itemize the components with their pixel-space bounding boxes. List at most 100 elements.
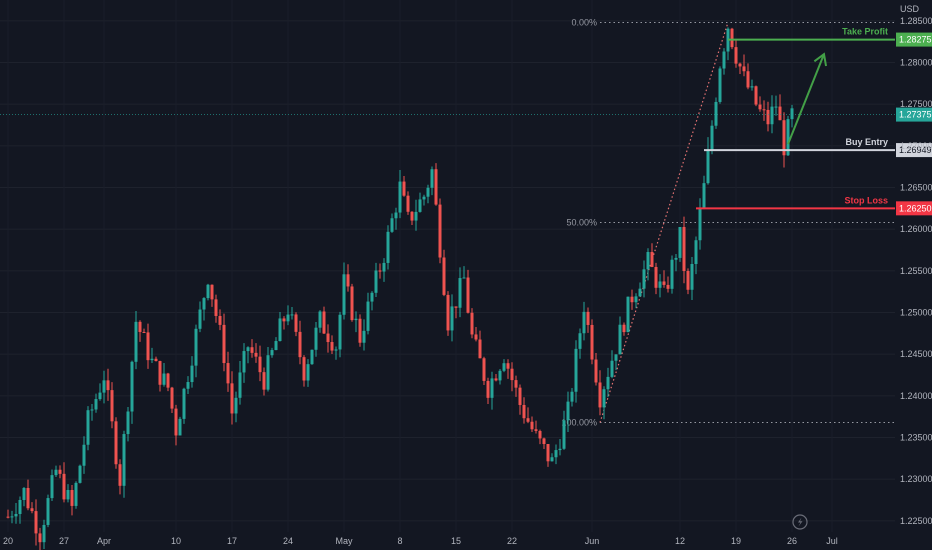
level-price-text: 1.26949 [899, 145, 932, 155]
candle-body [282, 318, 286, 322]
candle-body [298, 331, 302, 358]
y-tick-label: 1.23500 [900, 433, 932, 443]
candle [302, 355, 306, 387]
candle-body [722, 51, 726, 69]
candle [34, 499, 38, 546]
candle-body [658, 281, 662, 288]
candle-body [774, 106, 778, 108]
candle-body [74, 482, 78, 506]
candle-body [406, 195, 410, 212]
candle-body [314, 327, 318, 350]
candle-body [622, 324, 626, 333]
candle [366, 292, 370, 335]
candle [46, 494, 50, 528]
candle-body [618, 324, 622, 355]
candle [286, 305, 290, 326]
candle-body [302, 357, 306, 381]
candle-body [170, 387, 174, 409]
candle-body [510, 368, 514, 381]
fib-retracement[interactable]: 0.00% 50.00% 100.00% [561, 18, 895, 428]
candle [562, 410, 566, 450]
candle [550, 453, 554, 462]
candle-body [570, 391, 574, 402]
candle [546, 444, 550, 467]
candle [178, 416, 182, 436]
candle-body [742, 66, 746, 72]
candle [478, 330, 482, 359]
projection-arrow[interactable] [787, 52, 828, 145]
candle-body [258, 356, 262, 373]
candle [362, 319, 366, 351]
candle [446, 291, 450, 336]
trade-levels[interactable]: Take Profit 1.28275 Buy Entry 1.26949 Stop L… [0, 27, 932, 216]
candle-body [82, 444, 86, 466]
candle-body [366, 301, 370, 331]
candle [370, 291, 374, 311]
candle [702, 175, 706, 210]
x-tick-label: Jun [585, 536, 600, 546]
candle [598, 370, 602, 416]
candle [330, 335, 334, 355]
candle [374, 262, 378, 297]
candle [334, 346, 338, 360]
candle [706, 137, 710, 185]
candle-body [662, 281, 666, 285]
candle-body [90, 409, 94, 411]
level-price-text: 1.28275 [899, 35, 932, 45]
candle [462, 266, 466, 279]
candle-body [434, 169, 438, 205]
candle-body [782, 120, 786, 156]
candle [774, 95, 778, 116]
candle-body [14, 514, 18, 517]
candle-body [162, 373, 166, 385]
candle [622, 322, 626, 336]
candle [66, 484, 70, 503]
candle [678, 226, 682, 262]
candle [430, 166, 434, 196]
x-tick-label: 12 [675, 536, 685, 546]
candle-body [494, 378, 498, 381]
candle-body [702, 183, 706, 209]
candle [458, 267, 462, 318]
candle-body [654, 266, 658, 288]
candle-body [482, 358, 486, 381]
time-axis[interactable]: 20 27 Apr 10 17 24 May 8 15 22 Jun 12 19 26 Jul [3, 536, 838, 546]
candle [82, 436, 86, 474]
candle [490, 371, 494, 410]
candle [326, 324, 330, 353]
candles [6, 27, 794, 550]
candle [202, 297, 206, 321]
replay-icon[interactable] [792, 514, 808, 530]
candle [62, 462, 66, 503]
level-price-tag [896, 143, 932, 158]
candle-body [566, 401, 570, 421]
candle [578, 328, 582, 359]
candle-body [642, 269, 646, 289]
x-tick-label: 27 [59, 536, 69, 546]
candle [762, 100, 766, 121]
candle-body [498, 370, 502, 381]
candle-body [238, 372, 242, 398]
candle-body [310, 349, 314, 365]
candle-body [526, 418, 530, 422]
candle-body [610, 360, 614, 377]
candle-body [470, 312, 474, 335]
candle-body [278, 318, 282, 342]
x-tick-label: 15 [451, 536, 461, 546]
candle [274, 337, 278, 351]
candle [746, 63, 750, 90]
candle [358, 314, 362, 347]
candle-body [370, 292, 374, 302]
candle [450, 294, 454, 342]
candle-body [614, 354, 618, 361]
x-tick-label: 8 [397, 536, 402, 546]
price-axis[interactable]: 1.28500 1.28000 1.27500 1.27000 1.26500 1.260… [900, 16, 932, 526]
candle [134, 310, 138, 370]
candle [118, 459, 122, 495]
candle-body [686, 270, 690, 290]
candle-body [574, 348, 578, 392]
candle-body [62, 473, 66, 500]
candle [594, 353, 598, 386]
candle [554, 444, 558, 465]
